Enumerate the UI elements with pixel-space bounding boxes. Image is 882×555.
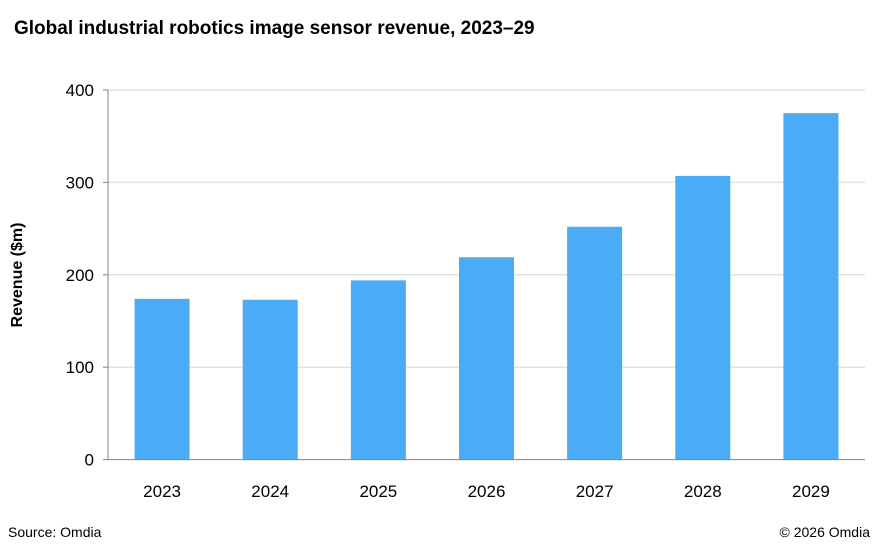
y-tick-label: 300 — [66, 173, 94, 192]
bar-2028 — [675, 175, 731, 460]
bar-2025 — [350, 280, 406, 460]
y-tick-label: 0 — [85, 451, 94, 470]
y-tick-label: 400 — [66, 81, 94, 100]
x-tick-label: 2023 — [143, 482, 181, 501]
bar-2027 — [567, 226, 623, 460]
x-tick-label: 2029 — [792, 482, 830, 501]
bar-2029 — [783, 113, 839, 460]
y-axis-label: Revenue ($m) — [9, 223, 26, 328]
y-tick-label: 100 — [66, 358, 94, 377]
source-note: Source: Omdia — [8, 524, 102, 540]
chart-title: Global industrial robotics image sensor … — [14, 18, 535, 39]
x-tick-label: 2026 — [468, 482, 506, 501]
x-tick-label: 2027 — [576, 482, 614, 501]
x-tick-label: 2028 — [684, 482, 722, 501]
x-tick-label: 2025 — [359, 482, 397, 501]
x-tick-label: 2024 — [251, 482, 289, 501]
bar-2024 — [242, 299, 298, 460]
y-tick-label: 200 — [66, 266, 94, 285]
bar-2026 — [459, 257, 514, 460]
copyright-note: © 2026 Omdia — [779, 524, 870, 540]
bar-2023 — [134, 298, 190, 460]
